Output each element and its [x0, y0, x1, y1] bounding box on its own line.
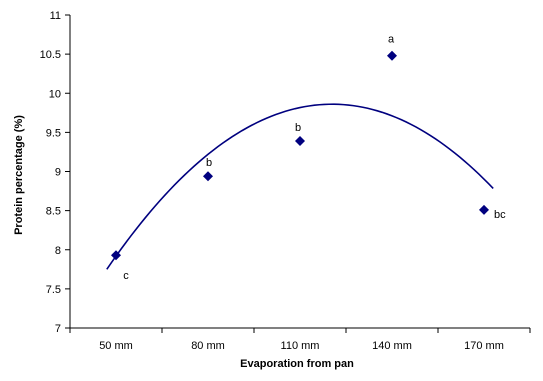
y-tick-label: 8.5: [46, 206, 61, 218]
y-tick-label: 9: [55, 167, 61, 179]
y-tick-label: 8: [55, 245, 61, 257]
data-point-marker: [479, 204, 489, 215]
data-point-label: bc: [494, 209, 506, 221]
data-point-marker: [203, 171, 213, 182]
x-tick-label: 170 mm: [464, 340, 504, 352]
x-axis-title: Evaporation from pan: [240, 358, 354, 370]
data-points: c b b a bc: [111, 34, 506, 282]
data-point-label: a: [388, 34, 395, 46]
x-tick-label: 110 mm: [281, 340, 320, 352]
data-point-marker: [111, 250, 121, 261]
data-point-label: b: [295, 122, 301, 134]
y-tick-label: 11: [50, 10, 61, 22]
data-point-label: b: [206, 157, 212, 169]
trendline: [106, 103, 494, 270]
x-tick-label: 140 mm: [372, 340, 412, 352]
x-tick-label: 50 mm: [99, 340, 133, 352]
y-tick-label: 7.5: [46, 284, 61, 296]
data-point-marker: [295, 135, 305, 146]
data-point-label: c: [123, 270, 129, 282]
x-axis-ticks: 50 mm 80 mm 110 mm 140 mm 170 mm: [69, 328, 531, 352]
y-axis-title: Protein percentage (%): [13, 115, 25, 235]
y-tick-label: 7: [55, 323, 61, 335]
y-tick-label: 10: [49, 88, 61, 100]
y-tick-label: 9.5: [46, 127, 61, 139]
x-tick-label: 80 mm: [191, 340, 225, 352]
y-axis-ticks: 7 7.5 8 8.5 9 9.5 10 10.5 11: [40, 10, 70, 335]
y-tick-label: 10.5: [40, 49, 61, 61]
data-point-marker: [387, 50, 397, 61]
